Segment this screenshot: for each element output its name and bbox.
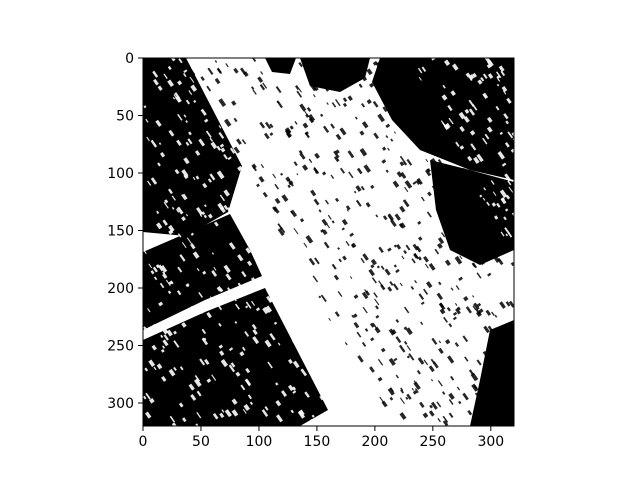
x-axis: 0 50 100 150 200 250 300 <box>139 426 504 450</box>
y-tick-label: 200 <box>107 281 134 297</box>
y-tick-label: 250 <box>107 339 134 355</box>
x-tick-label: 0 <box>139 434 148 450</box>
x-tick-label: 200 <box>362 434 389 450</box>
y-tick-label: 300 <box>107 396 134 412</box>
texture-noise <box>143 58 514 426</box>
x-tick-label: 150 <box>304 434 331 450</box>
dark-patch <box>265 58 296 74</box>
black-region-right-mid <box>430 160 514 265</box>
black-region-top-left <box>143 58 242 236</box>
x-tick-label: 100 <box>246 434 273 450</box>
y-tick-label: 0 <box>125 51 134 67</box>
binary-image <box>143 58 514 426</box>
axes-frame <box>142 57 515 427</box>
x-tick-label: 250 <box>419 434 446 450</box>
black-region-top-right <box>372 58 514 180</box>
y-tick-label: 150 <box>107 224 134 240</box>
x-tick-label: 300 <box>477 434 504 450</box>
y-tick-label: 100 <box>107 166 134 182</box>
black-region-top-center <box>300 58 370 92</box>
black-region-bottom-right <box>470 320 514 426</box>
y-tick-label: 50 <box>116 109 134 125</box>
y-axis: 0 50 100 150 200 250 300 <box>107 51 143 412</box>
black-region-mid-left <box>143 214 262 330</box>
x-tick-label: 50 <box>192 434 210 450</box>
